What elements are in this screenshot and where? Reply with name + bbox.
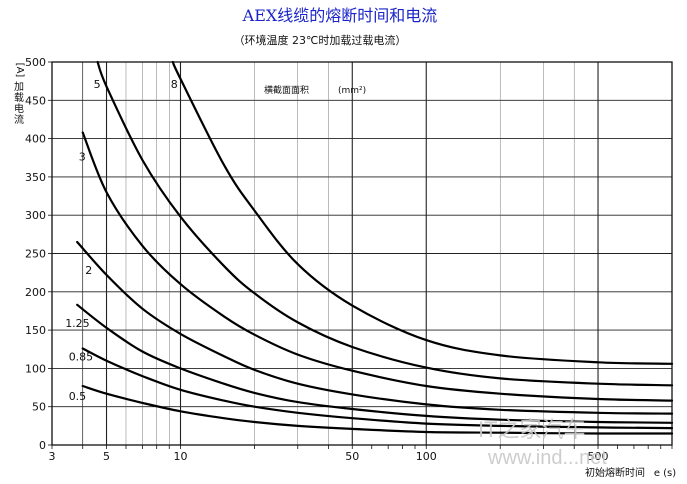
series-label: 8 (171, 78, 178, 91)
series-label: 0.5 (69, 390, 87, 403)
annotation-unit: (mm²) (338, 86, 366, 96)
tick-labels: 3 5 10 50 100 500 0 50 100 150 200 250 300 350 400 450 5… (25, 56, 609, 463)
series-label: 5 (94, 78, 101, 91)
y-axis-label: 加载电流 (12, 81, 24, 125)
y-tick-label: 500 (25, 56, 46, 69)
series-label: 0.85 (69, 351, 94, 364)
series-line-0.5 (81, 384, 674, 435)
series-label: 2 (85, 264, 92, 277)
series-lines (76, 60, 674, 435)
x-axis-label: 初始熔断时间 (585, 466, 645, 479)
y-tick-label: 200 (25, 286, 46, 299)
cross-section-annotation: 横截面面积 (mm²) (264, 84, 366, 96)
y-tick-label: 150 (25, 324, 46, 337)
watermark-brand: IT之家汽车 (478, 417, 586, 442)
series-line-1.25 (76, 303, 674, 424)
y-tick-label: 0 (39, 439, 46, 452)
series-label: 1.25 (65, 317, 90, 330)
watermark-url: www.ind...net (487, 447, 607, 469)
y-tick-label: 400 (25, 133, 46, 146)
x-tick-label: 50 (345, 450, 359, 463)
chart-subtitle: （环境温度 23℃时加载过载电流） (234, 33, 407, 47)
x-axis-title: 初始熔断时间 e (s) (585, 466, 676, 479)
x-tick-label: 3 (49, 450, 56, 463)
x-tick-label: 5 (103, 450, 110, 463)
x-unit-label: e (s) (654, 468, 676, 479)
y-tick-label: 350 (25, 171, 46, 184)
grid (52, 61, 672, 446)
annotation-label: 横截面面积 (264, 84, 309, 96)
x-tick-label: 10 (173, 450, 187, 463)
series-line-8 (171, 60, 674, 365)
y-tick-label: 450 (25, 94, 46, 107)
y-axis-title: [A] 加载电流 (12, 63, 26, 125)
watermark: IT之家汽车 www.ind...net (478, 417, 607, 469)
series-line-0.85 (81, 347, 674, 430)
y-unit-label: [A] (14, 63, 25, 78)
chart-title: AEX线缆的熔断时间和电流 (242, 6, 438, 25)
y-tick-label: 100 (25, 362, 46, 375)
x-tick-label: 500 (588, 450, 609, 463)
series-line-3 (81, 131, 674, 402)
axes (48, 61, 673, 449)
x-tick-label: 100 (416, 450, 437, 463)
y-tick-label: 250 (25, 248, 46, 261)
series-label: 3 (79, 151, 86, 164)
series-line-2 (76, 240, 674, 415)
series-labels: 0.5 0.85 1.25 2 3 5 8 (65, 78, 178, 403)
y-tick-label: 50 (32, 401, 46, 414)
y-tick-label: 300 (25, 209, 46, 222)
series-line-5 (96, 60, 674, 387)
